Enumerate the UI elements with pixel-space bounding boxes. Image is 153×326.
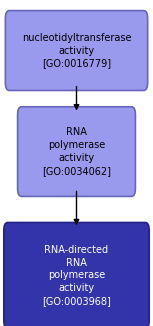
- FancyBboxPatch shape: [4, 222, 149, 326]
- Text: RNA-directed
RNA
polymerase
activity
[GO:0003968]: RNA-directed RNA polymerase activity [GO…: [42, 245, 111, 306]
- FancyBboxPatch shape: [18, 107, 135, 196]
- Text: nucleotidyltransferase
activity
[GO:0016779]: nucleotidyltransferase activity [GO:0016…: [22, 33, 131, 68]
- FancyBboxPatch shape: [5, 11, 148, 91]
- Text: RNA
polymerase
activity
[GO:0034062]: RNA polymerase activity [GO:0034062]: [42, 127, 111, 176]
